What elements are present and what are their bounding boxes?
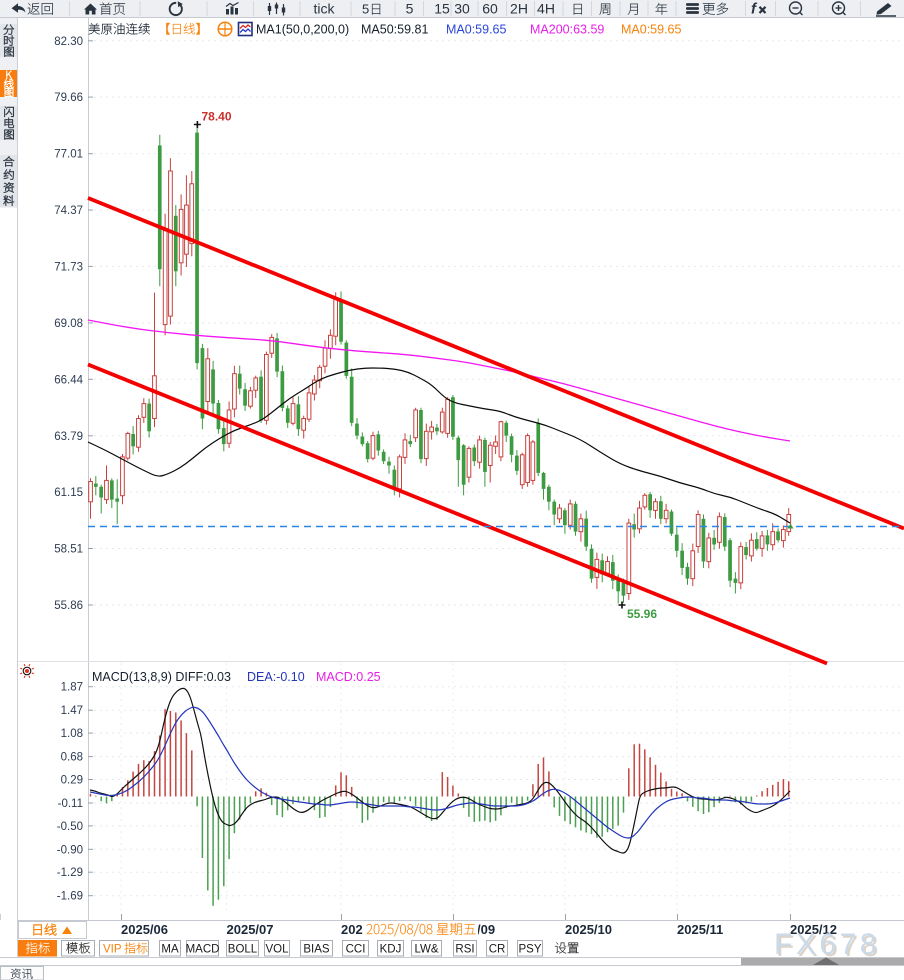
svg-text:77.01: 77.01	[54, 149, 83, 161]
svg-text:74.37: 74.37	[54, 205, 83, 217]
svg-text:5: 5	[406, 1, 414, 17]
svg-text:MACD: MACD	[186, 944, 220, 956]
svg-text:60: 60	[482, 1, 498, 17]
svg-text:61.15: 61.15	[54, 487, 83, 499]
svg-text:tick: tick	[314, 1, 336, 17]
svg-text:LW&: LW&	[414, 944, 438, 956]
svg-text:-1.69: -1.69	[57, 891, 83, 903]
svg-text:-1.29: -1.29	[57, 867, 83, 879]
svg-text:1.87: 1.87	[61, 682, 83, 694]
svg-text:/09: /09	[477, 922, 495, 937]
svg-text:CCI: CCI	[346, 944, 366, 956]
svg-text:-0.50: -0.50	[57, 821, 83, 833]
svg-text:5: 5	[362, 2, 369, 17]
svg-text:69.08: 69.08	[54, 318, 83, 330]
svg-text:58.51: 58.51	[54, 544, 83, 556]
svg-text:DEA:-0.10: DEA:-0.10	[247, 670, 305, 684]
svg-text:2025/11: 2025/11	[677, 922, 723, 937]
svg-text:2H: 2H	[510, 1, 528, 17]
svg-text:15: 15	[434, 1, 450, 17]
svg-text:2025/12: 2025/12	[790, 922, 837, 937]
svg-text:30: 30	[454, 1, 470, 17]
svg-text:VOL: VOL	[265, 944, 289, 956]
svg-text:MA0:59.65: MA0:59.65	[621, 23, 682, 37]
svg-text:63.79: 63.79	[54, 431, 83, 443]
svg-text:PSY: PSY	[518, 944, 541, 956]
svg-text:CR: CR	[489, 944, 506, 956]
svg-text:KDJ: KDJ	[380, 944, 402, 956]
svg-text:2025/10: 2025/10	[565, 922, 612, 937]
svg-text:79.66: 79.66	[54, 92, 83, 104]
svg-text:MACD:0.25: MACD:0.25	[316, 670, 381, 684]
svg-text:0.68: 0.68	[61, 752, 83, 764]
svg-text:71.73: 71.73	[54, 261, 83, 273]
svg-text:78.40: 78.40	[202, 110, 232, 124]
svg-text:82.30: 82.30	[54, 36, 83, 48]
svg-text:66.44: 66.44	[54, 374, 83, 386]
svg-text:BIAS: BIAS	[303, 944, 330, 956]
svg-text:0.29: 0.29	[61, 775, 83, 787]
svg-text:MA1(50,0,200,0): MA1(50,0,200,0)	[256, 23, 349, 37]
svg-text:MA50:59.81: MA50:59.81	[361, 23, 428, 37]
svg-text:1.47: 1.47	[61, 705, 83, 717]
svg-text:MA200:63.59: MA200:63.59	[530, 23, 604, 37]
svg-text:55.96: 55.96	[627, 607, 657, 621]
svg-text:BOLL: BOLL	[228, 944, 258, 956]
svg-text:FX678: FX678	[774, 928, 880, 961]
svg-text:1.08: 1.08	[61, 728, 83, 740]
svg-text:MA0:59.65: MA0:59.65	[446, 23, 507, 37]
svg-text:RSI: RSI	[455, 944, 474, 956]
svg-text:2025/06: 2025/06	[121, 922, 168, 937]
svg-text:2025/07: 2025/07	[227, 922, 274, 937]
svg-text:55.86: 55.86	[54, 600, 83, 612]
svg-text:-0.11: -0.11	[58, 798, 83, 810]
svg-text:-0.90: -0.90	[57, 844, 83, 856]
svg-text:MA: MA	[161, 944, 179, 956]
svg-text:f: f	[751, 1, 758, 18]
svg-text:MACD(13,8,9) DIFF:0.03: MACD(13,8,9) DIFF:0.03	[92, 670, 231, 684]
svg-text:202: 202	[341, 922, 363, 937]
svg-text:VIP: VIP	[103, 944, 122, 956]
svg-text:4H: 4H	[537, 1, 555, 17]
